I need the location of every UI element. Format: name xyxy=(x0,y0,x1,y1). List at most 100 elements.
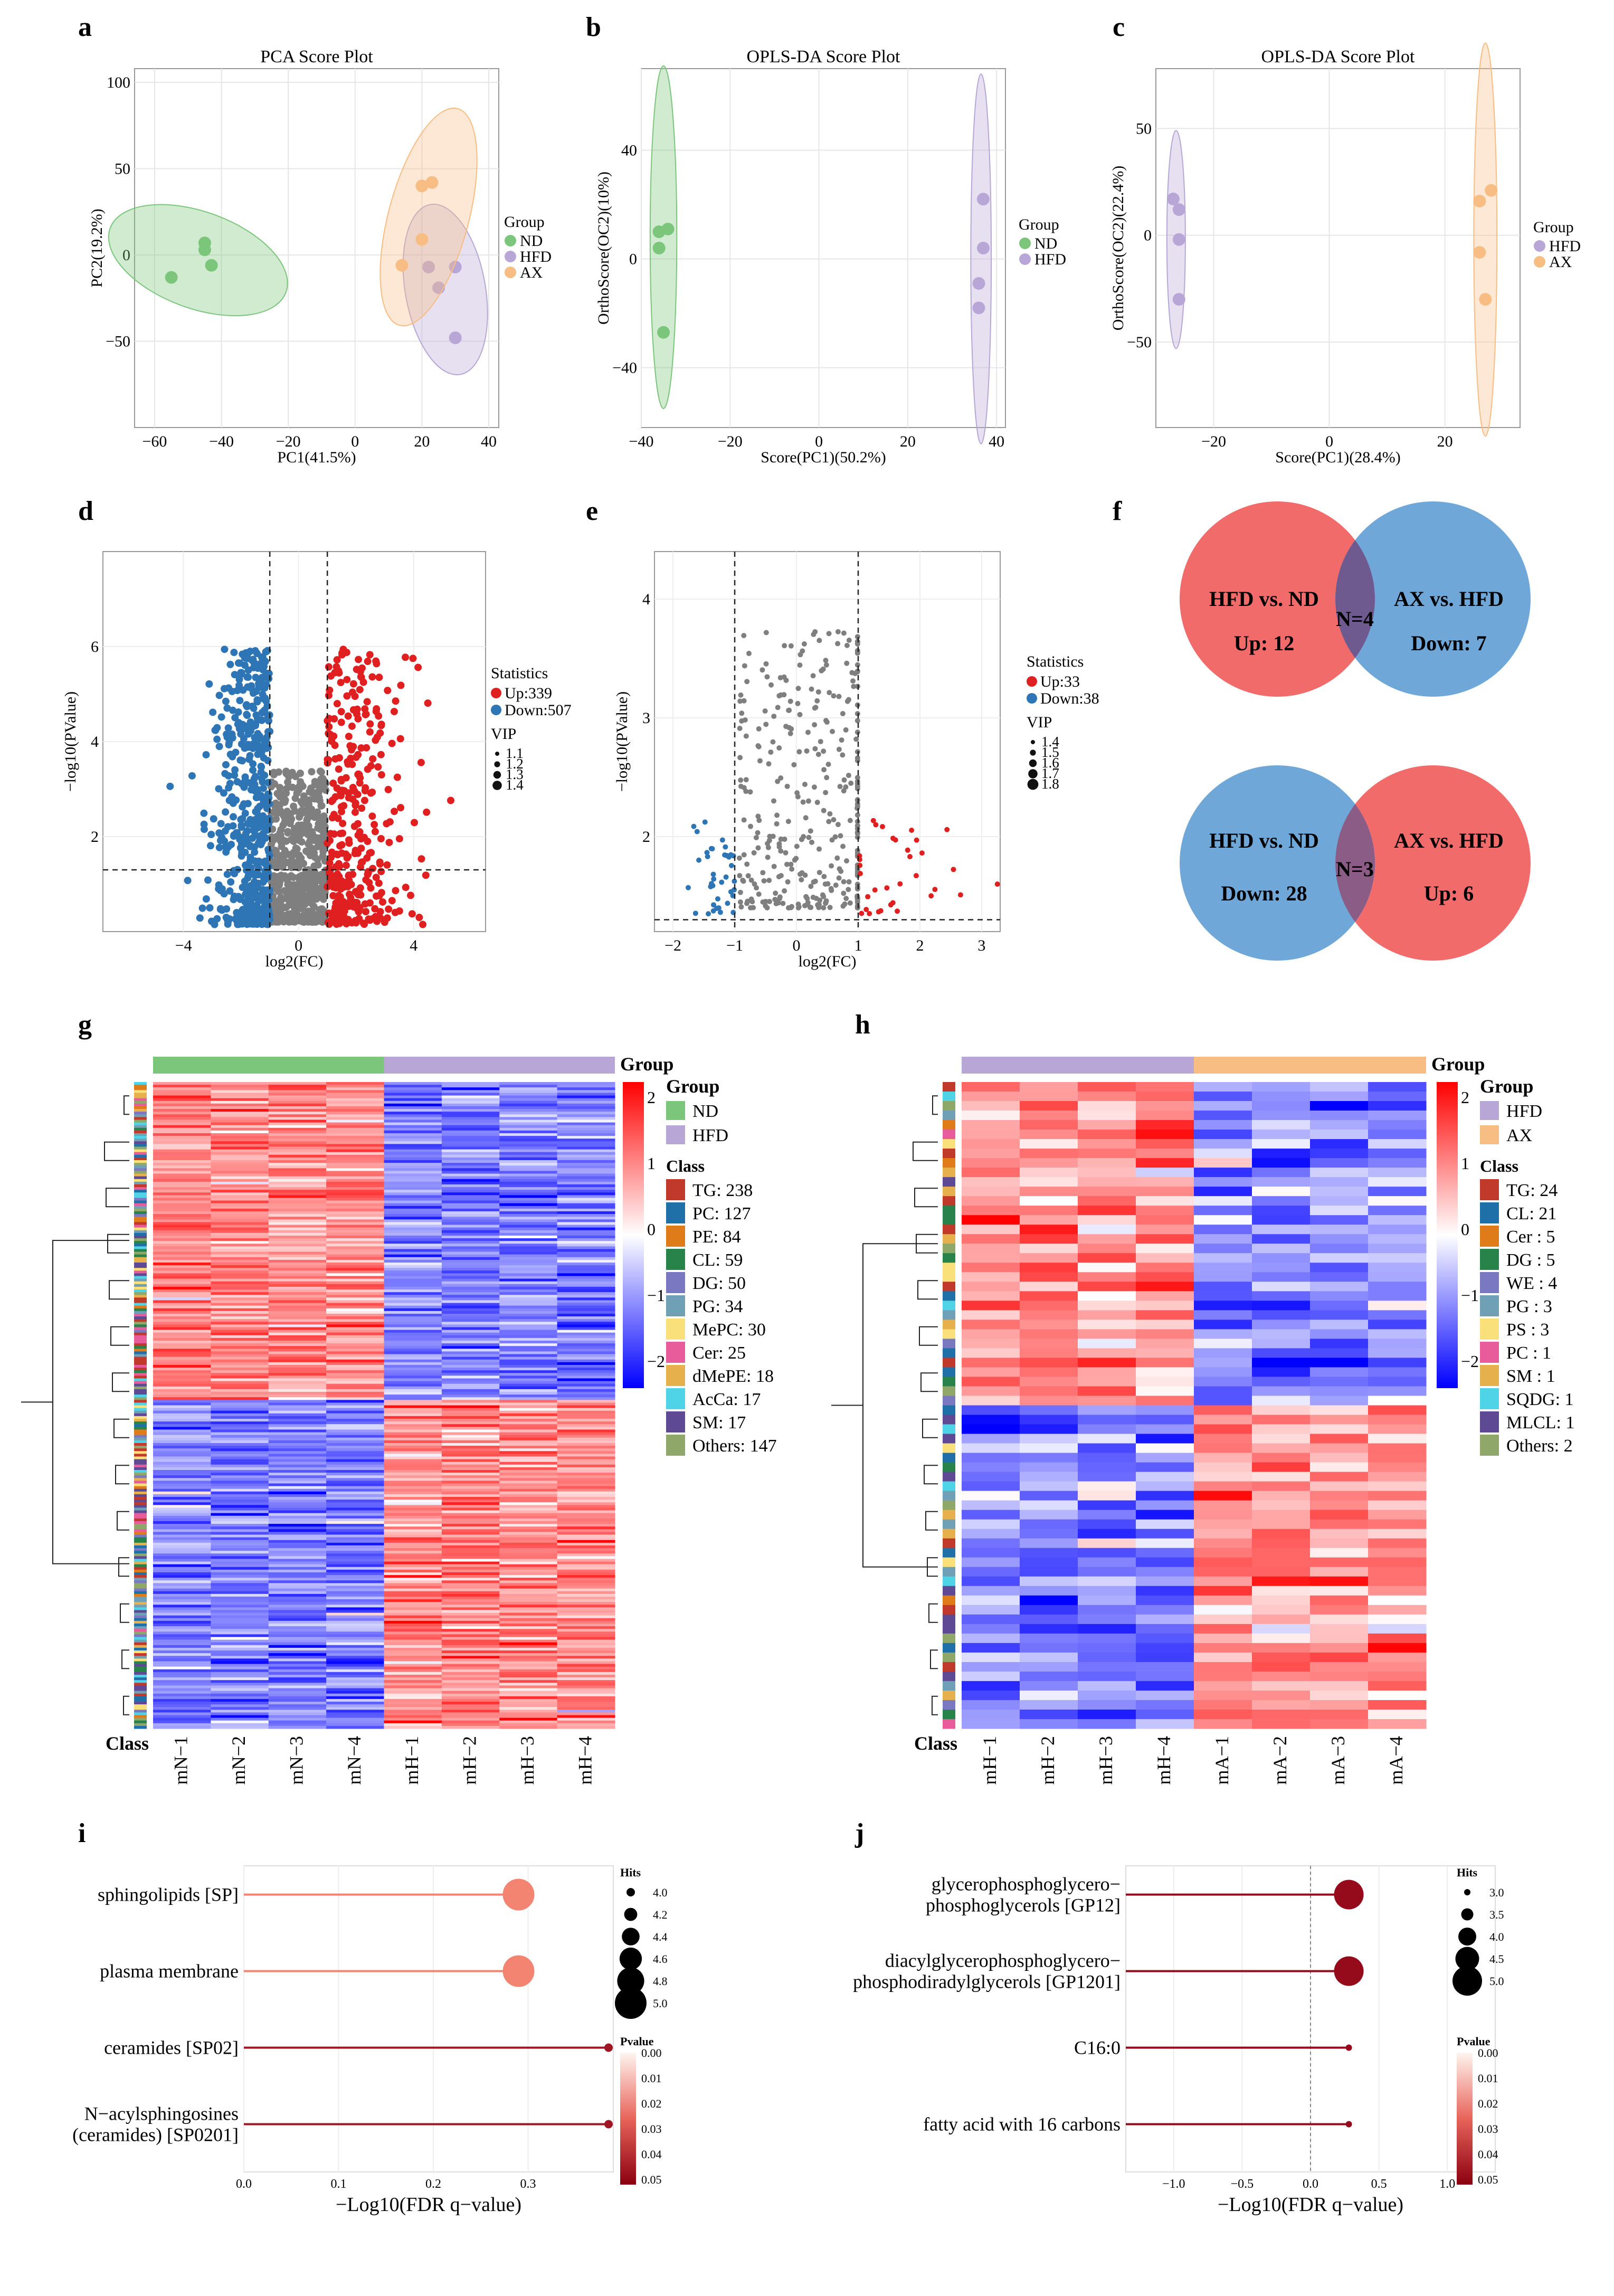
volcano-point xyxy=(884,885,890,891)
heatmap-cell xyxy=(1194,1500,1252,1511)
heatmap-cell xyxy=(499,1467,558,1470)
heatmap-cell xyxy=(1020,1111,1078,1121)
class-legend-swatch xyxy=(1480,1249,1499,1270)
heatmap-cell xyxy=(268,1235,327,1239)
heatmap-cell xyxy=(211,1475,269,1478)
heatmap-cell xyxy=(268,1368,327,1371)
pvalue-legend-title: Pvalue xyxy=(1457,2035,1490,2048)
heatmap-cell xyxy=(557,1300,615,1304)
volcano-point xyxy=(776,896,782,902)
heatmap-cell xyxy=(557,1082,615,1085)
heatmap-cell xyxy=(268,1548,327,1551)
volcano-point xyxy=(241,776,249,784)
heatmap-cell xyxy=(211,1683,269,1686)
volcano-point xyxy=(855,718,860,724)
heatmap-cell xyxy=(441,1389,500,1392)
class-legend-swatch xyxy=(1480,1295,1499,1316)
heatmap-cell xyxy=(441,1364,500,1368)
heatmap-cell xyxy=(441,1227,500,1231)
heatmap-cell xyxy=(211,1454,269,1457)
volcano-point xyxy=(765,855,771,860)
volcano-point xyxy=(278,842,286,850)
volcano-point xyxy=(737,889,743,895)
heatmap-cell xyxy=(211,1526,269,1530)
heatmap-cell xyxy=(384,1130,442,1134)
heatmap-cell xyxy=(441,1095,500,1099)
heatmap-cell xyxy=(557,1359,615,1363)
sample-label: mH−3 xyxy=(1095,1736,1116,1785)
heatmap-cell xyxy=(211,1206,269,1209)
volcano-point xyxy=(363,744,371,752)
heatmap-cell xyxy=(1020,1301,1078,1311)
volcano-point xyxy=(785,819,791,824)
heatmap-cell xyxy=(1252,1453,1311,1463)
heatmap-cell xyxy=(326,1647,384,1651)
volcano-point xyxy=(242,861,250,869)
heatmap-cell xyxy=(441,1623,500,1627)
heatmap-cell xyxy=(499,1410,558,1414)
volcano-point xyxy=(223,704,231,712)
volcano-point xyxy=(204,876,212,884)
heatmap-cell xyxy=(499,1389,558,1392)
volcano-point xyxy=(776,844,782,850)
volcano-point xyxy=(357,845,365,852)
heatmap-cell xyxy=(268,1203,327,1207)
volcano-point xyxy=(827,905,833,910)
heatmap-cell xyxy=(557,1685,615,1688)
heatmap-cell xyxy=(268,1532,327,1535)
heatmap-cell xyxy=(557,1725,615,1729)
heatmap-cell xyxy=(268,1416,327,1419)
heatmap-cell xyxy=(1310,1101,1369,1111)
heatmap-cell xyxy=(499,1316,558,1320)
heatmap-cell xyxy=(557,1653,615,1656)
heatmap-cell xyxy=(1310,1263,1369,1273)
heatmap-cell xyxy=(153,1324,211,1327)
heatmap-cell xyxy=(326,1179,384,1182)
heatmap-cell xyxy=(557,1532,615,1535)
heatmap-cell xyxy=(268,1639,327,1643)
row-class-cell xyxy=(134,1432,147,1436)
class-legend-swatch xyxy=(666,1411,685,1432)
volcano-point xyxy=(333,656,341,664)
class-legend-label: SM : 1 xyxy=(1506,1367,1555,1386)
volcano-point xyxy=(932,887,938,893)
heatmap-cell xyxy=(211,1459,269,1463)
heatmap-cell xyxy=(499,1343,558,1346)
heatmap-cell xyxy=(499,1346,558,1349)
heatmap-cell xyxy=(384,1324,442,1327)
volcano-point xyxy=(276,801,284,809)
heatmap-cell xyxy=(384,1270,442,1274)
row-class-cell xyxy=(134,1198,147,1201)
volcano-point xyxy=(747,905,753,910)
heatmap-cell xyxy=(268,1443,327,1446)
heatmap-cell xyxy=(326,1171,384,1174)
heatmap-cell xyxy=(441,1397,500,1400)
heatmap-cell xyxy=(384,1138,442,1142)
heatmap-cell xyxy=(268,1090,327,1093)
row-class-cell xyxy=(943,1586,955,1596)
heatmap-cell xyxy=(384,1416,442,1419)
heatmap-cell xyxy=(268,1184,327,1188)
heatmap-cell xyxy=(1368,1139,1427,1149)
heatmap-cell xyxy=(499,1268,558,1271)
heatmap-cell xyxy=(1078,1253,1136,1263)
heatmap-cell xyxy=(557,1281,615,1285)
heatmap-cell xyxy=(384,1085,442,1088)
heatmap-cell xyxy=(384,1259,442,1263)
heatmap-cell xyxy=(326,1187,384,1190)
volcano-point xyxy=(376,908,384,916)
row-class-cell xyxy=(134,1187,147,1190)
heatmap-cell xyxy=(441,1440,500,1444)
heatmap-cell xyxy=(211,1629,269,1632)
volcano-point xyxy=(824,719,830,725)
heatmap-cell xyxy=(1252,1092,1311,1102)
heatmap-cell xyxy=(441,1122,500,1126)
heatmap-cell xyxy=(1136,1310,1194,1320)
heatmap-cell xyxy=(557,1664,615,1667)
heatmap-cell xyxy=(384,1117,442,1120)
row-class-cell xyxy=(134,1133,147,1136)
volcano-point xyxy=(231,766,239,774)
row-class-cell xyxy=(134,1545,147,1549)
volcano-point xyxy=(249,818,257,826)
volcano-point xyxy=(736,855,742,861)
